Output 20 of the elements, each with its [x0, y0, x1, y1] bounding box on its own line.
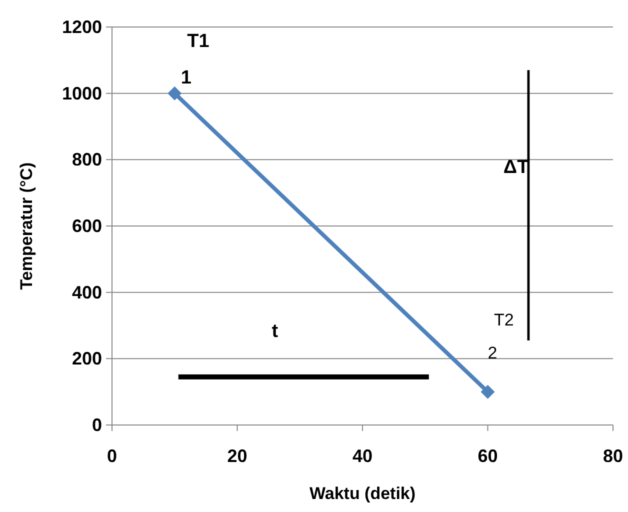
x-tick-label: 20	[227, 446, 248, 466]
annotation: 1	[180, 67, 192, 88]
x-tick-label: 80	[602, 446, 624, 466]
y-tick-label: 1200	[62, 17, 102, 37]
y-axis-title: Temperatur (°C)	[17, 162, 36, 290]
annotation: T2	[494, 310, 514, 330]
annotation: T1	[187, 30, 210, 52]
x-tick-label: 0	[106, 446, 118, 466]
y-tick-label: 400	[72, 282, 102, 302]
y-tick-label: 600	[72, 216, 102, 236]
y-tick-label: 200	[72, 348, 102, 369]
x-tick-label: 40	[352, 446, 373, 466]
x-axis-title: Waktu (detik)	[309, 484, 416, 503]
annotation: ΔT	[503, 156, 530, 178]
y-tick-label: 800	[72, 150, 102, 170]
y-tick-label: 1000	[62, 83, 102, 104]
x-tick-label: 60	[478, 446, 498, 466]
annotation: 2	[488, 344, 498, 363]
annotation: t	[272, 321, 279, 342]
y-tick-label: 0	[92, 415, 102, 435]
